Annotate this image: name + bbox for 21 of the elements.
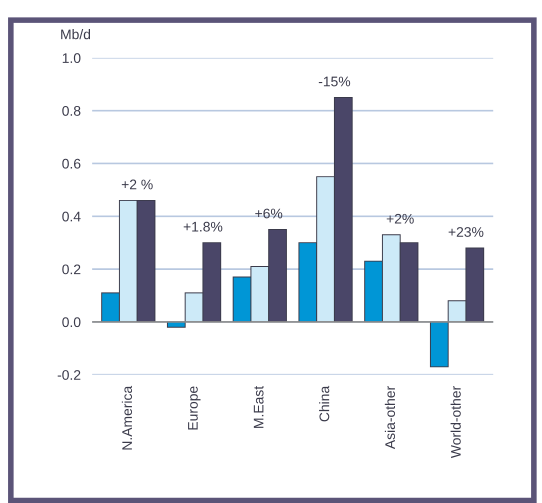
y-tick-label: 0.0 — [62, 317, 80, 328]
annotation: +2 % — [122, 180, 153, 190]
y-tick-label: 0.4 — [62, 212, 81, 222]
annotation: +6% — [255, 208, 282, 218]
annotation: +2% — [386, 214, 414, 224]
x-tick-label: China — [319, 386, 330, 422]
y-tick-label: 0.8 — [62, 106, 80, 116]
x-tick-label: World-other — [450, 386, 461, 458]
y-tick-label: -0.2 — [58, 370, 80, 380]
annotation: +23% — [448, 227, 484, 237]
annotation: +1.8% — [184, 222, 222, 232]
y-tick-label: 0.6 — [62, 158, 80, 169]
x-tick-label: N.America — [122, 386, 132, 450]
annotation: -15% — [318, 76, 350, 86]
bar — [430, 321, 449, 368]
y-tick-label: 0.2 — [62, 264, 80, 274]
y-tick-label: 1.0 — [62, 53, 80, 64]
x-tick-label: Asia-other — [384, 386, 396, 450]
x-tick-label: M.East — [254, 386, 264, 428]
x-tick-label: Europe — [188, 386, 201, 430]
y-axis-title: Mb/d — [61, 29, 90, 40]
